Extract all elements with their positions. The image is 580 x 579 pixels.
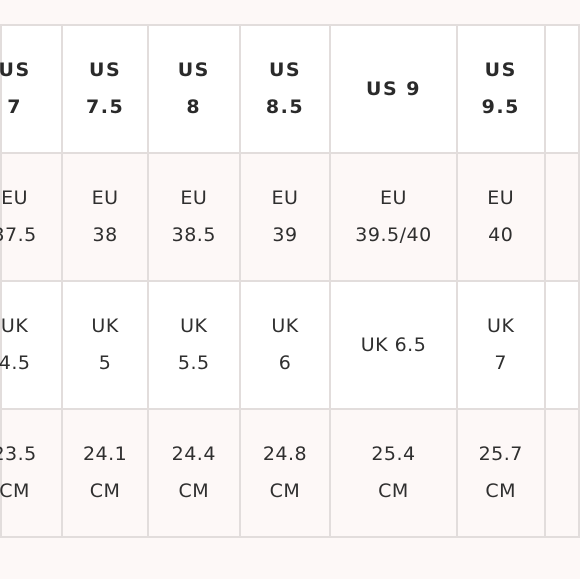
cm-unit-label: CM — [178, 480, 210, 502]
eu-size-cell-overflow — [543, 152, 580, 282]
uk-size-cell: UK 5 — [61, 280, 149, 410]
eu-size-value: 40 — [488, 224, 514, 246]
uk-label: UK — [180, 315, 208, 337]
uk-size-value: 4.5 — [0, 352, 31, 374]
cm-length-value: 25.7 — [478, 443, 523, 465]
uk-label: UK — [487, 315, 515, 337]
size-chart-table: US 7 US 7.5 US 8 US 8.5 US 9 US 9.5 EU 37.5 EU… — [0, 24, 580, 538]
eu-size-row: EU 37.5 EU 38 EU 38.5 EU 39 EU 39.5/40 EU 40 — [0, 152, 580, 282]
uk-size-cell: UK 5.5 — [146, 280, 241, 410]
cm-unit-label: CM — [485, 480, 517, 502]
eu-label: EU — [380, 187, 407, 209]
cm-length-cell: 25.7 CM — [455, 408, 546, 538]
cm-length-cell-overflow — [543, 408, 580, 538]
eu-label: EU — [91, 187, 119, 209]
us-size-value: 9.5 — [481, 96, 520, 118]
cm-length-cell: 24.4 CM — [146, 408, 241, 538]
us-size-cell: US 8 — [146, 24, 241, 154]
eu-size-value: 39.5/40 — [355, 224, 432, 246]
uk-size-value: UK 6.5 — [360, 333, 427, 356]
us-size-cell: US 8.5 — [238, 24, 332, 154]
eu-size-value: 39 — [272, 224, 298, 246]
us-label: US — [268, 59, 302, 81]
eu-size-value: 38 — [92, 224, 118, 246]
eu-label: EU — [1, 187, 29, 209]
us-size-value: 7 — [7, 96, 22, 118]
uk-size-value: 7 — [494, 352, 508, 374]
cm-length-cell: 24.1 CM — [61, 408, 149, 538]
us-size-cell-overflow — [543, 24, 580, 154]
eu-size-cell: EU 40 — [455, 152, 546, 282]
eu-label: EU — [487, 187, 515, 209]
us-size-cell: US 9 — [329, 24, 458, 154]
us-size-value: 8 — [186, 96, 202, 118]
us-size-cell: US 7 — [0, 24, 64, 154]
us-size-value: 8.5 — [265, 96, 305, 118]
cm-unit-label: CM — [269, 480, 301, 502]
cm-length-cell: 25.4 CM — [329, 408, 458, 538]
eu-size-cell: EU 37.5 — [0, 152, 64, 282]
eu-size-cell: EU 38.5 — [146, 152, 241, 282]
eu-label: EU — [271, 187, 299, 209]
uk-size-row: UK 4.5 UK 5 UK 5.5 UK 6 UK 6.5 UK 7 — [0, 280, 580, 410]
uk-label: UK — [0, 315, 29, 337]
uk-size-cell: UK 6 — [238, 280, 332, 410]
us-label: US — [89, 59, 122, 81]
eu-size-value: 37.5 — [0, 224, 37, 246]
uk-size-value: 6 — [278, 352, 292, 374]
eu-size-cell: EU 39 — [238, 152, 332, 282]
cm-unit-label: CM — [89, 480, 121, 502]
uk-size-cell: UK 4.5 — [0, 280, 64, 410]
cm-length-row: 23.5 CM 24.1 CM 24.4 CM 24.8 CM 25.4 CM 25.7 C… — [0, 408, 580, 538]
us-size-value: 7.5 — [86, 96, 125, 118]
us-size-cell: US 7.5 — [61, 24, 149, 154]
us-size-value: US 9 — [366, 77, 421, 100]
cm-length-value: 24.4 — [171, 443, 216, 465]
cm-length-value: 25.4 — [371, 443, 416, 465]
uk-label: UK — [91, 315, 119, 337]
uk-size-cell: UK 6.5 — [329, 280, 458, 410]
eu-size-cell: EU 38 — [61, 152, 149, 282]
cm-length-value: 24.1 — [82, 443, 128, 465]
cm-length-value: 24.8 — [262, 443, 308, 465]
us-size-row: US 7 US 7.5 US 8 US 8.5 US 9 US 9.5 — [0, 24, 580, 154]
us-size-cell: US 9.5 — [455, 24, 546, 154]
eu-size-cell: EU 39.5/40 — [329, 152, 458, 282]
us-label: US — [0, 59, 31, 81]
cm-length-cell: 24.8 CM — [238, 408, 332, 538]
uk-size-cell-overflow — [543, 280, 580, 410]
eu-label: EU — [180, 187, 208, 209]
cm-unit-label: CM — [378, 480, 409, 502]
uk-size-value: 5.5 — [177, 352, 210, 374]
eu-size-value: 38.5 — [171, 224, 216, 246]
cm-unit-label: CM — [0, 480, 30, 502]
cm-length-value: 23.5 — [0, 443, 37, 465]
uk-size-cell: UK 7 — [455, 280, 546, 410]
cm-length-cell: 23.5 CM — [0, 408, 64, 538]
us-label: US — [484, 59, 517, 81]
uk-size-value: 5 — [98, 352, 112, 374]
uk-label: UK — [271, 315, 299, 337]
us-label: US — [177, 59, 210, 81]
